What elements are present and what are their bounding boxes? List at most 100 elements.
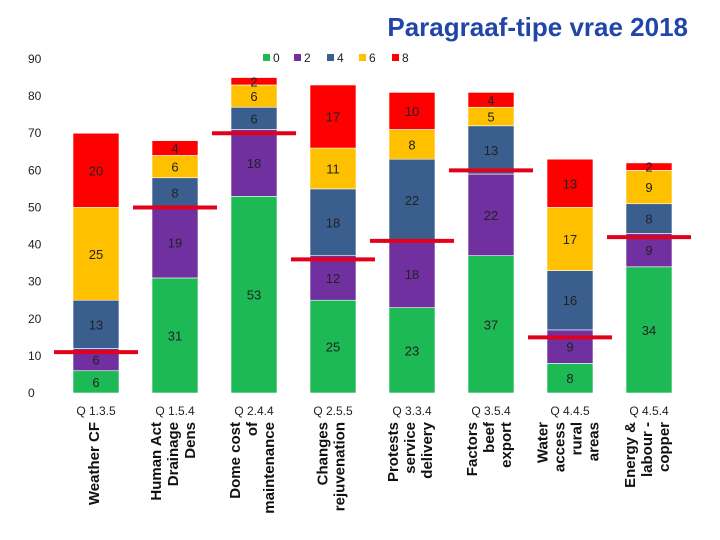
y-tick-label: 90 — [28, 52, 42, 66]
category-label-line: Weather CF — [86, 422, 103, 505]
data-label: 4 — [487, 93, 494, 108]
y-tick-label: 40 — [28, 238, 42, 252]
category-label-line: Drainage — [165, 422, 182, 486]
data-label: 17 — [326, 110, 340, 125]
bar-segment — [151, 140, 199, 156]
category-label: Energy & labour - copper — [622, 422, 673, 488]
data-label: 6 — [250, 111, 257, 126]
data-label: 37 — [484, 317, 498, 332]
x-tick-label: Q 2.5.5 — [313, 404, 353, 418]
data-label: 13 — [484, 143, 498, 158]
bar-segment — [309, 188, 357, 256]
bar-segment — [151, 177, 199, 208]
bar-segment — [309, 299, 357, 394]
y-tick-label: 60 — [28, 163, 42, 177]
data-label: 9 — [566, 340, 573, 355]
category-label-line: export — [498, 422, 515, 468]
x-tick-label: Q 2.4.4 — [234, 404, 274, 418]
category-label-line: of — [244, 421, 261, 436]
category-label-line: Dome cost — [227, 422, 244, 499]
x-tick-label: Q 1.3.5 — [76, 404, 116, 418]
category-labels: Weather CF Human Act Drainage Dens Dome cost… — [86, 421, 673, 514]
category-label-line: beef — [481, 421, 498, 453]
category-label-line: Dens — [182, 422, 199, 459]
legend-label: 2 — [304, 51, 311, 65]
category-label-line: Changes — [315, 422, 332, 485]
bar-segment — [309, 255, 357, 301]
x-tick-label: Q 1.5.4 — [155, 404, 195, 418]
legend-swatch — [294, 54, 301, 61]
legend-label: 4 — [337, 51, 344, 65]
data-label: 8 — [171, 186, 178, 201]
data-label: 6 — [171, 160, 178, 175]
category-label-line: areas — [586, 422, 603, 461]
bar-segment — [72, 299, 120, 349]
category-label: Protests service delivery — [385, 421, 436, 482]
legend-swatch — [392, 54, 399, 61]
bar-segment — [309, 84, 357, 149]
data-label: 9 — [645, 180, 652, 195]
data-label: 8 — [645, 212, 652, 227]
bar-segment — [467, 255, 515, 394]
legend-swatch — [263, 54, 270, 61]
category-label-line: Human Act — [148, 422, 165, 501]
category-label-line: access — [552, 422, 569, 472]
data-label: 6 — [92, 375, 99, 390]
data-label: 53 — [247, 288, 261, 303]
category-label-line: Factors — [464, 422, 481, 476]
data-label: 13 — [89, 317, 103, 332]
data-label: 8 — [566, 371, 573, 386]
data-label: 23 — [405, 343, 419, 358]
data-label: 25 — [89, 247, 103, 262]
data-label: 9 — [645, 243, 652, 258]
y-tick-label: 10 — [28, 349, 42, 363]
data-label: 22 — [405, 193, 419, 208]
bar-segment — [546, 158, 594, 208]
legend-label: 0 — [273, 51, 280, 65]
y-axis: 0 10 20 30 40 50 60 70 80 90 — [28, 52, 42, 400]
x-tick-labels: Q 1.3.5 Q 1.5.4 Q 2.4.4 Q 2.5.5 Q 3.3.4 Q 3.5… — [76, 404, 669, 418]
x-tick-label: Q 4.4.5 — [550, 404, 590, 418]
category-label-line: Energy & — [622, 422, 639, 488]
x-tick-label: Q 4.5.4 — [629, 404, 669, 418]
bar-segment — [625, 203, 673, 234]
y-tick-label: 20 — [28, 312, 42, 326]
legend-swatch — [359, 54, 366, 61]
data-label: 5 — [487, 110, 494, 125]
category-label-line: service — [402, 422, 419, 474]
category-label-line: maintenance — [261, 422, 278, 514]
bar-segment — [388, 307, 436, 394]
bars — [72, 77, 673, 394]
bar-segment — [151, 277, 199, 394]
category-label: Water access rural areas — [535, 422, 603, 472]
data-label: 11 — [326, 161, 340, 176]
category-label-line: rural — [569, 422, 586, 455]
segment-labels: 6613252031198645318662251218111723182281… — [89, 74, 656, 390]
data-label: 17 — [563, 232, 577, 247]
data-label: 19 — [168, 236, 182, 251]
data-label: 2 — [250, 74, 257, 89]
category-label-line: Water — [535, 422, 552, 463]
x-tick-label: Q 3.3.4 — [392, 404, 432, 418]
chart-title: Paragraaf-tipe vrae 2018 — [387, 12, 688, 42]
bar-segment — [230, 129, 278, 197]
bar-segment — [467, 125, 515, 175]
bar-segment — [546, 270, 594, 331]
data-label: 13 — [563, 176, 577, 191]
category-label: Factors beef export — [464, 421, 515, 476]
category-label-line: Protests — [385, 422, 402, 482]
data-label: 12 — [326, 271, 340, 286]
bar-segment — [388, 92, 436, 130]
legend-label: 6 — [369, 51, 376, 65]
data-label: 6 — [92, 353, 99, 368]
category-label: Changes rejuvenation — [315, 422, 349, 511]
bar-segment — [467, 173, 515, 256]
data-label: 18 — [247, 156, 261, 171]
data-label: 16 — [563, 293, 577, 308]
data-label: 31 — [168, 328, 182, 343]
data-label: 34 — [642, 323, 656, 338]
y-tick-label: 30 — [28, 275, 42, 289]
data-label: 8 — [408, 137, 415, 152]
bar-segment — [467, 92, 515, 108]
